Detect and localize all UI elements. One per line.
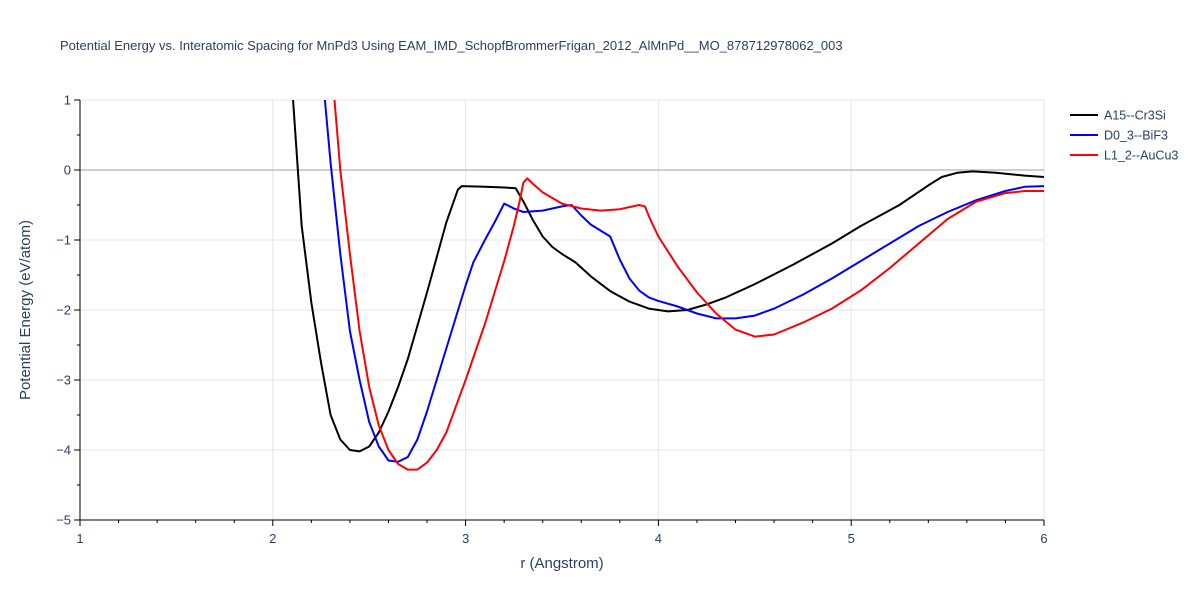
y-tick-label: −3 (56, 373, 71, 388)
y-tick-label: −4 (56, 443, 71, 458)
y-tick-label: −2 (56, 303, 71, 318)
grid-layer (80, 99, 1045, 520)
chart-title: Potential Energy vs. Interatomic Spacing… (60, 38, 843, 53)
legend: A15--Cr3Si D0_3--BiF3 L1_2--AuCu3 (1070, 109, 1178, 163)
x-axis-label: r (Angstrom) (520, 555, 603, 572)
y-tick-label: 0 (64, 163, 71, 178)
x-tick-label: 2 (269, 531, 276, 546)
series-line-d0-3-bif3 (323, 100, 1044, 463)
legend-label: A15--Cr3Si (1104, 109, 1166, 123)
series-layer (292, 100, 1044, 471)
legend-label: D0_3--BiF3 (1104, 129, 1168, 143)
y-tick-label: 1 (64, 93, 71, 108)
y-tick-label: −5 (56, 513, 71, 528)
series-line-l1-2-aucu3 (333, 100, 1044, 471)
axis-layer: 1 2 3 4 5 6 1 0 −1 −2 −3 −4 −5 (56, 93, 1047, 547)
legend-label: L1_2--AuCu3 (1104, 149, 1178, 163)
x-tick-label: 6 (1040, 531, 1047, 546)
x-tick-label: 5 (848, 531, 855, 546)
x-tick-label: 1 (76, 531, 83, 546)
series-line-a15-cr3si (292, 100, 1044, 453)
y-tick-label: −1 (56, 233, 71, 248)
x-tick-label: 3 (462, 531, 469, 546)
x-tick-label: 4 (655, 531, 662, 546)
y-axis-label: Potential Energy (eV/atom) (17, 220, 34, 400)
